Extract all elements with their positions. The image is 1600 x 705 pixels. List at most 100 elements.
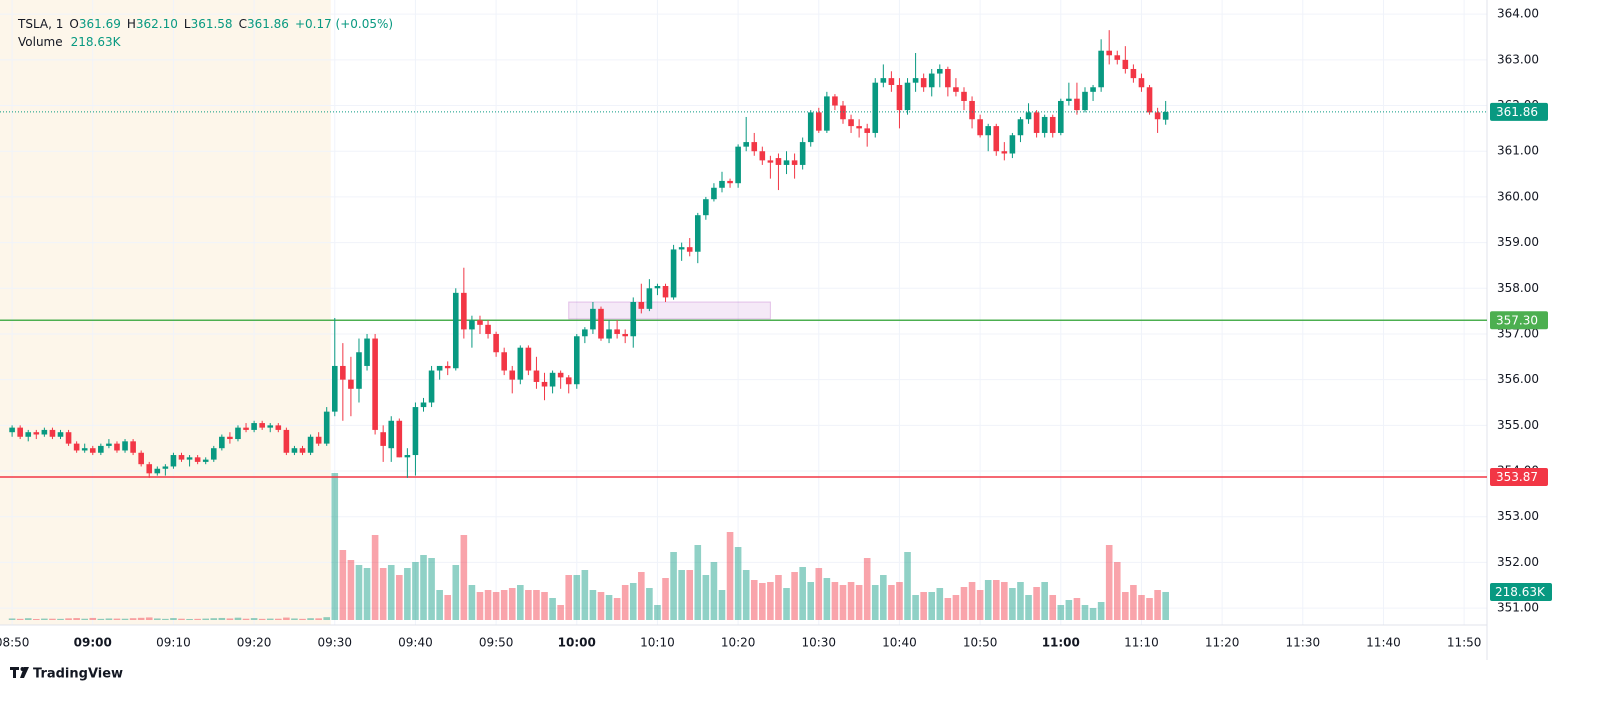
volume-bar bbox=[1138, 595, 1145, 620]
volume-bar bbox=[823, 578, 831, 620]
x-tick-label: 09:50 bbox=[479, 636, 514, 650]
volume-bar bbox=[742, 570, 750, 620]
candle-body bbox=[670, 249, 677, 298]
candle-body bbox=[1057, 100, 1064, 133]
volume-bar bbox=[412, 562, 419, 620]
volume-bar bbox=[65, 618, 72, 620]
candle-body bbox=[856, 126, 862, 129]
volume-bar bbox=[363, 568, 371, 620]
volume-value: 218.63K bbox=[71, 35, 122, 49]
candle-body bbox=[969, 100, 975, 120]
volume-bar bbox=[218, 617, 226, 620]
o-label: O bbox=[69, 17, 78, 31]
candle-body bbox=[73, 443, 80, 451]
candle-body bbox=[130, 441, 136, 453]
candle-body bbox=[1025, 112, 1032, 120]
candle-body bbox=[517, 347, 524, 380]
volume-bar bbox=[420, 555, 427, 620]
candle-body bbox=[1041, 116, 1048, 133]
candle-body bbox=[743, 142, 749, 147]
candle-body bbox=[694, 215, 701, 252]
candle-body bbox=[194, 457, 201, 462]
candle-body bbox=[888, 78, 895, 85]
volume-bar bbox=[307, 618, 314, 620]
candle-body bbox=[291, 448, 298, 453]
volume-bar bbox=[81, 618, 89, 620]
candle-body bbox=[493, 333, 499, 353]
candle-body bbox=[1033, 112, 1040, 133]
candle-body bbox=[219, 436, 225, 449]
premarket-session bbox=[0, 0, 331, 625]
volume-bar bbox=[194, 618, 201, 620]
rectangle-drawing bbox=[568, 301, 771, 320]
candle-body bbox=[759, 151, 766, 161]
volume-bar bbox=[783, 588, 790, 620]
volume-bar bbox=[1025, 595, 1032, 620]
volume-bar bbox=[404, 568, 411, 620]
candle-body bbox=[25, 432, 32, 437]
candle-body bbox=[961, 91, 967, 101]
volume-bar bbox=[1033, 587, 1040, 620]
legend-ohlc: TSLA, 1 O361.69 H362.10 L361.58 C361.86 +0.17… bbox=[17, 17, 393, 31]
candle-body bbox=[283, 429, 290, 453]
open-value: 361.69 bbox=[79, 17, 121, 31]
volume-bar bbox=[145, 617, 153, 620]
volume-bar bbox=[1113, 562, 1121, 620]
volume-bar bbox=[1146, 598, 1153, 620]
candle-body bbox=[420, 402, 427, 408]
volume-bar bbox=[371, 535, 379, 620]
volume-bar bbox=[234, 617, 242, 620]
volume-bar bbox=[1041, 582, 1048, 620]
volume-bar bbox=[952, 595, 960, 620]
volume-axis-label: 218.63K bbox=[1495, 585, 1546, 599]
volume-bar bbox=[581, 570, 589, 620]
volume-bar bbox=[646, 588, 653, 620]
candle-body bbox=[1009, 135, 1016, 154]
brand: TradingView bbox=[33, 667, 123, 682]
candle-body bbox=[323, 411, 330, 444]
volume-bar bbox=[1154, 590, 1161, 620]
candle-body bbox=[533, 370, 540, 382]
volume-bar bbox=[621, 585, 629, 620]
volume-bar bbox=[904, 552, 911, 620]
volume-bar bbox=[759, 583, 766, 620]
volume-bar bbox=[565, 575, 573, 620]
volume-bar bbox=[476, 592, 484, 620]
candle-body bbox=[832, 96, 838, 106]
candle-body bbox=[541, 381, 548, 387]
candle-body bbox=[912, 78, 919, 83]
candle-body bbox=[614, 329, 620, 334]
volume-bar bbox=[855, 585, 863, 620]
candle-body bbox=[146, 464, 153, 474]
volume-bar bbox=[1162, 591, 1169, 620]
candle-body bbox=[98, 445, 104, 453]
logo-mark bbox=[10, 667, 19, 678]
candle-body bbox=[1154, 112, 1161, 120]
candle-body bbox=[824, 96, 830, 131]
volume-bar bbox=[718, 590, 726, 620]
volume-bar bbox=[799, 567, 806, 620]
volume-bar bbox=[694, 545, 702, 620]
candle-body bbox=[340, 365, 346, 380]
volume-bar bbox=[97, 618, 105, 620]
h-label: H bbox=[127, 17, 136, 31]
candle-body bbox=[799, 142, 806, 165]
symbol: TSLA, 1 bbox=[17, 17, 63, 31]
candle-body bbox=[138, 452, 144, 465]
volume-bar bbox=[1057, 605, 1065, 620]
candle-body bbox=[275, 425, 282, 430]
candle-body bbox=[412, 407, 419, 456]
candle-body bbox=[1146, 87, 1153, 113]
candle-body bbox=[549, 372, 556, 387]
hline-price-label-box bbox=[1490, 311, 1548, 330]
volume-bar bbox=[1001, 582, 1008, 620]
volume-bar bbox=[734, 547, 742, 620]
volume-bar bbox=[702, 575, 710, 620]
candle-body bbox=[1049, 116, 1056, 133]
volume-bar bbox=[831, 582, 839, 620]
volume-bar bbox=[525, 590, 532, 620]
volume-bar bbox=[888, 585, 895, 620]
y-tick-label: 358.00 bbox=[1497, 281, 1539, 295]
candle-body bbox=[210, 448, 217, 460]
candle-body bbox=[1162, 111, 1169, 120]
